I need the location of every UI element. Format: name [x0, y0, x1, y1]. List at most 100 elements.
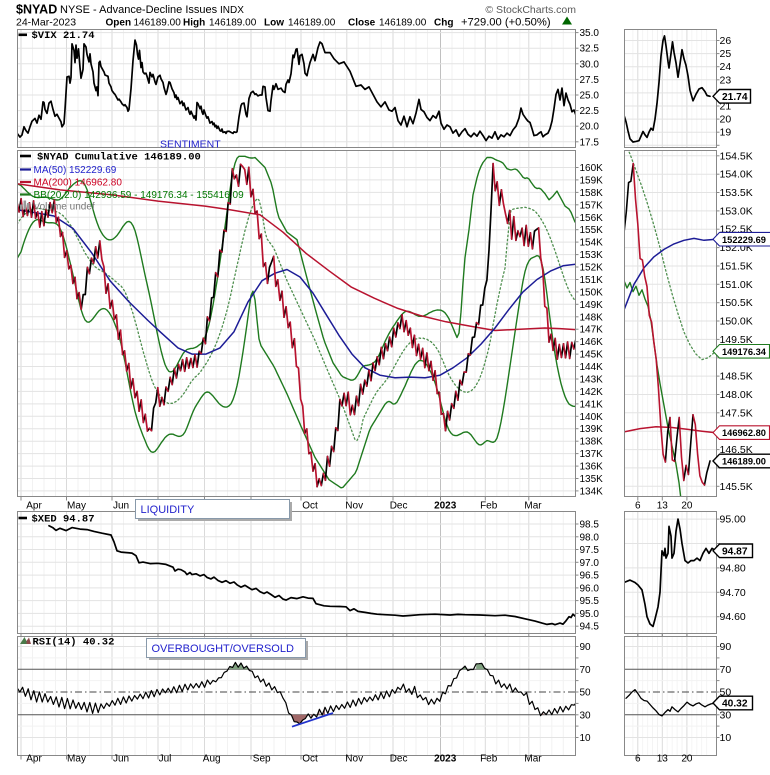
svg-text:159K: 159K [580, 175, 604, 186]
svg-text:145.5K: 145.5K [720, 481, 753, 493]
svg-text:152K: 152K [580, 263, 604, 274]
svg-text:Feb: Feb [480, 754, 498, 765]
svg-text:35.0: 35.0 [580, 28, 600, 39]
svg-text:Close: Close [348, 18, 376, 29]
svg-text:138K: 138K [580, 437, 604, 448]
svg-text:153K: 153K [580, 250, 604, 261]
svg-text:150K: 150K [580, 287, 604, 298]
svg-text:May: May [67, 501, 86, 512]
svg-text:94.80: 94.80 [720, 562, 746, 574]
svg-text:135K: 135K [580, 474, 604, 485]
svg-text:Apr: Apr [26, 501, 42, 512]
svg-text:146189.00: 146189.00 [722, 457, 766, 467]
svg-text:© StockCharts.com: © StockCharts.com [485, 4, 576, 16]
svg-text:25.0: 25.0 [580, 91, 600, 102]
svg-text:94.87: 94.87 [722, 546, 748, 557]
svg-text:MA(50) 152229.69: MA(50) 152229.69 [34, 165, 117, 176]
svg-text:145K: 145K [580, 350, 604, 361]
svg-text:21: 21 [720, 101, 732, 113]
svg-text:154K: 154K [580, 238, 604, 249]
svg-text:24: 24 [720, 61, 732, 73]
svg-text:98.5: 98.5 [580, 520, 600, 531]
svg-text:95.5: 95.5 [580, 596, 600, 607]
svg-text:$NYAD: $NYAD [16, 3, 57, 17]
svg-text:10: 10 [580, 733, 592, 744]
svg-text:Oct: Oct [302, 754, 318, 765]
svg-text:22.5: 22.5 [580, 106, 600, 117]
svg-text:Nov: Nov [345, 754, 363, 765]
svg-text:146.5K: 146.5K [720, 444, 753, 456]
svg-text:90: 90 [580, 642, 592, 653]
svg-text:25: 25 [720, 48, 732, 60]
svg-text:20: 20 [681, 501, 693, 512]
svg-text:Dec: Dec [390, 501, 408, 512]
svg-text:149K: 149K [580, 300, 604, 311]
svg-text:148.5K: 148.5K [720, 371, 753, 383]
svg-text:134K: 134K [580, 486, 604, 497]
svg-text:$NYAD Cumulative 146189.00: $NYAD Cumulative 146189.00 [37, 152, 201, 164]
svg-text:Oct: Oct [302, 501, 318, 512]
svg-text:156K: 156K [580, 213, 604, 224]
svg-text:95.00: 95.00 [720, 514, 746, 526]
svg-text:May: May [67, 754, 86, 765]
svg-text:Jun: Jun [113, 754, 129, 765]
svg-text:27.5: 27.5 [580, 75, 600, 86]
svg-text:50: 50 [580, 688, 592, 699]
svg-text:70: 70 [720, 664, 732, 676]
svg-text:30: 30 [720, 709, 732, 721]
svg-text:94.70: 94.70 [720, 587, 746, 599]
svg-text:160K: 160K [580, 163, 604, 174]
svg-text:90: 90 [720, 641, 732, 653]
svg-text:150.5K: 150.5K [720, 297, 753, 309]
svg-text:154.0K: 154.0K [720, 169, 753, 181]
svg-text:139K: 139K [580, 424, 604, 435]
svg-text:2023: 2023 [434, 754, 457, 765]
svg-text:20.0: 20.0 [580, 122, 600, 133]
svg-text:146189.00: 146189.00 [209, 18, 257, 29]
svg-text:SENTIMENT: SENTIMENT [160, 139, 221, 151]
svg-text:146962.80: 146962.80 [722, 428, 766, 438]
svg-text:146K: 146K [580, 337, 604, 348]
svg-text:140K: 140K [580, 412, 604, 423]
svg-text:$VIX 21.74: $VIX 21.74 [32, 30, 95, 42]
svg-text:97.5: 97.5 [580, 545, 600, 556]
svg-text:Jun: Jun [113, 501, 129, 512]
svg-text:147.5K: 147.5K [720, 407, 753, 419]
svg-text:MA(200) 146962.80: MA(200) 146962.80 [34, 178, 123, 189]
svg-text:Dec: Dec [390, 754, 408, 765]
svg-text:150.0K: 150.0K [720, 316, 753, 328]
svg-text:INDX: INDX [220, 5, 244, 16]
svg-text:153.5K: 153.5K [720, 187, 753, 199]
svg-text:149.5K: 149.5K [720, 334, 753, 346]
svg-text:142K: 142K [580, 387, 604, 398]
svg-text:6: 6 [635, 754, 641, 765]
svg-text:30: 30 [580, 710, 592, 721]
svg-text:30.0: 30.0 [580, 59, 600, 70]
svg-text:94.5: 94.5 [580, 622, 600, 633]
svg-text:158K: 158K [580, 188, 604, 199]
svg-text:13: 13 [657, 754, 669, 765]
svg-text:23: 23 [720, 74, 732, 86]
svg-text:148K: 148K [580, 312, 604, 323]
svg-text:32.5: 32.5 [580, 44, 600, 55]
svg-text:50: 50 [720, 687, 732, 699]
svg-text:Jul: Jul [159, 754, 172, 765]
svg-text:155K: 155K [580, 225, 604, 236]
svg-text:149176.34: 149176.34 [722, 347, 767, 357]
svg-text:NYSE - Advance-Decline Issues: NYSE - Advance-Decline Issues [60, 4, 218, 16]
svg-text:+729.00 (+0.50%): +729.00 (+0.50%) [461, 17, 551, 29]
svg-text:13: 13 [657, 501, 669, 512]
svg-text:153.0K: 153.0K [720, 205, 753, 217]
svg-text:OVERBOUGHT/OVERSOLD: OVERBOUGHT/OVERSOLD [152, 643, 294, 655]
svg-text:High: High [183, 18, 205, 29]
svg-text:141K: 141K [580, 399, 604, 410]
svg-text:Mar: Mar [524, 754, 542, 765]
svg-text:Chg: Chg [434, 18, 453, 29]
svg-text:94.60: 94.60 [720, 611, 746, 623]
svg-text:152229.69: 152229.69 [722, 235, 766, 245]
svg-text:19: 19 [720, 127, 732, 139]
svg-text:20: 20 [681, 754, 693, 765]
svg-text:137K: 137K [580, 449, 604, 460]
svg-text:24-Mar-2023: 24-Mar-2023 [16, 17, 76, 29]
svg-text:157K: 157K [580, 200, 604, 211]
